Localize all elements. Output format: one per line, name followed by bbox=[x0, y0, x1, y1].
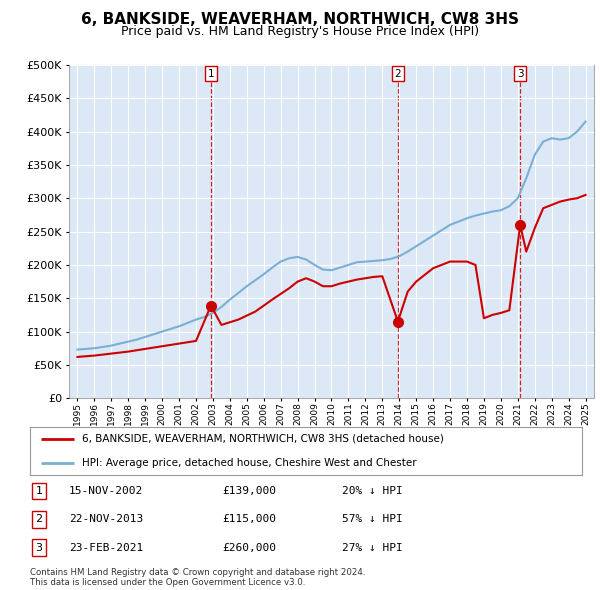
Text: 2: 2 bbox=[395, 68, 401, 78]
Text: Contains HM Land Registry data © Crown copyright and database right 2024.
This d: Contains HM Land Registry data © Crown c… bbox=[30, 568, 365, 587]
Text: 23-FEB-2021: 23-FEB-2021 bbox=[69, 543, 143, 552]
Text: Price paid vs. HM Land Registry's House Price Index (HPI): Price paid vs. HM Land Registry's House … bbox=[121, 25, 479, 38]
Text: 6, BANKSIDE, WEAVERHAM, NORTHWICH, CW8 3HS (detached house): 6, BANKSIDE, WEAVERHAM, NORTHWICH, CW8 3… bbox=[82, 434, 445, 444]
Text: £115,000: £115,000 bbox=[222, 514, 276, 524]
Text: 22-NOV-2013: 22-NOV-2013 bbox=[69, 514, 143, 524]
Text: 57% ↓ HPI: 57% ↓ HPI bbox=[342, 514, 403, 524]
Text: 20% ↓ HPI: 20% ↓ HPI bbox=[342, 486, 403, 496]
Text: 2: 2 bbox=[35, 514, 43, 524]
Text: £260,000: £260,000 bbox=[222, 543, 276, 552]
Text: 27% ↓ HPI: 27% ↓ HPI bbox=[342, 543, 403, 552]
Text: 1: 1 bbox=[35, 486, 43, 496]
Text: HPI: Average price, detached house, Cheshire West and Chester: HPI: Average price, detached house, Ches… bbox=[82, 458, 417, 468]
Text: 15-NOV-2002: 15-NOV-2002 bbox=[69, 486, 143, 496]
Text: 1: 1 bbox=[208, 68, 214, 78]
Text: 6, BANKSIDE, WEAVERHAM, NORTHWICH, CW8 3HS: 6, BANKSIDE, WEAVERHAM, NORTHWICH, CW8 3… bbox=[81, 12, 519, 27]
Text: £139,000: £139,000 bbox=[222, 486, 276, 496]
Text: 3: 3 bbox=[35, 543, 43, 552]
Text: 3: 3 bbox=[517, 68, 523, 78]
